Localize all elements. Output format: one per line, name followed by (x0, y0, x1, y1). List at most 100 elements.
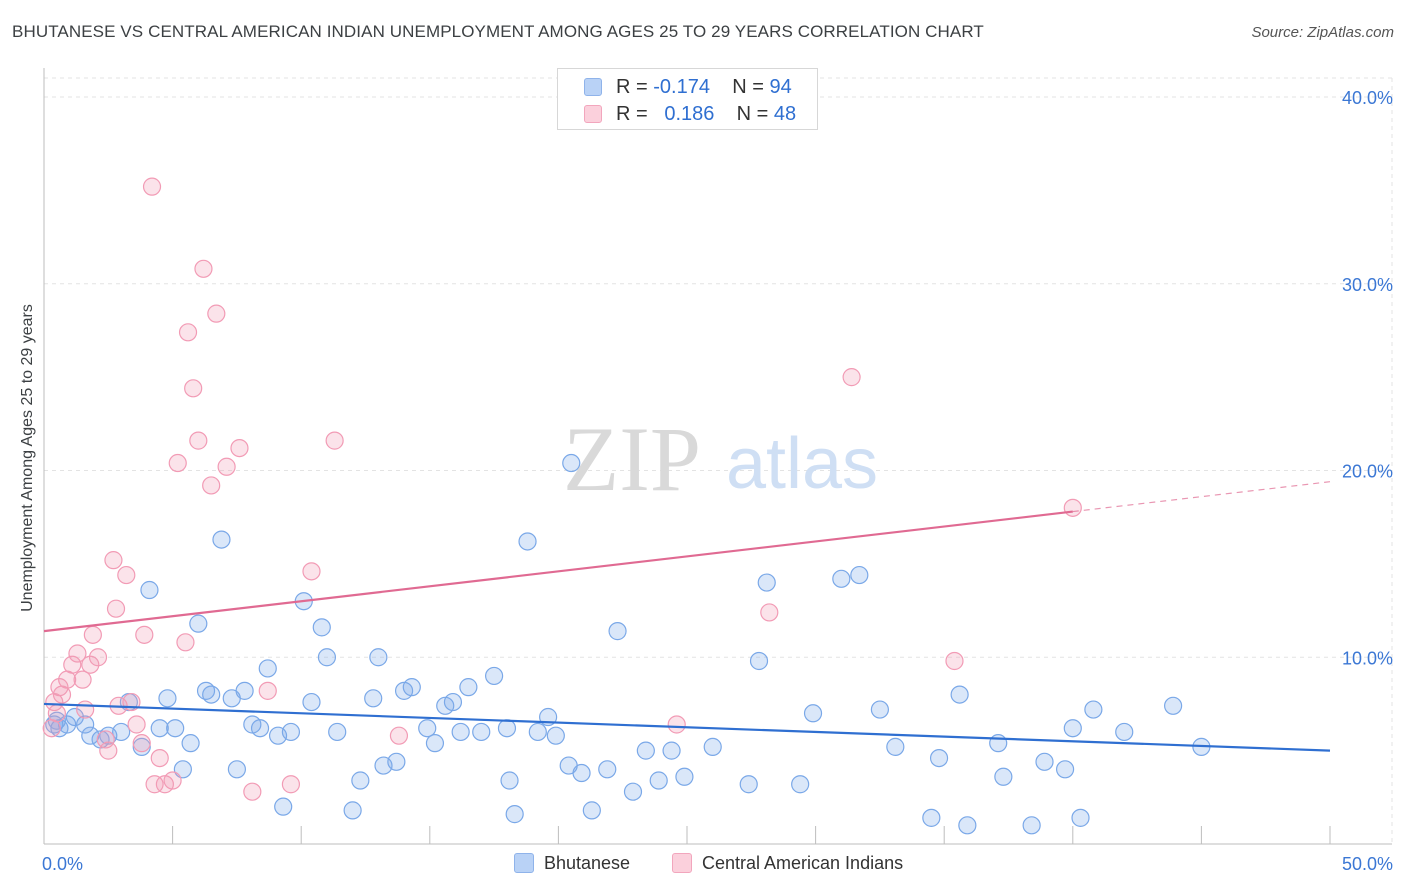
data-point (65, 707, 84, 727)
data-point (281, 722, 301, 742)
data-point (178, 323, 198, 342)
data-point (485, 666, 504, 686)
data-point (135, 625, 154, 644)
data-point (402, 678, 421, 697)
data-point (63, 655, 82, 674)
bottom-legend-swatch-bhutanese (514, 853, 534, 874)
watermark-zip: ZIP (563, 408, 701, 510)
data-point (760, 603, 779, 622)
data-point (312, 618, 331, 637)
data-point (99, 741, 118, 760)
data-point (636, 741, 655, 760)
data-point (387, 752, 406, 771)
data-point (497, 719, 517, 738)
stats-legend: R = -0.174 N = 94 R = 0.186 N = 48 (557, 68, 818, 130)
y-tick-label: 20.0% (1342, 462, 1393, 482)
tick-labels: 10.0% 20.0% 30.0% 40.0% 0.0% 50.0% (42, 88, 1393, 874)
axes (43, 68, 1392, 845)
data-point (184, 379, 203, 398)
data-point (389, 726, 409, 745)
data-point (150, 748, 169, 768)
data-point (929, 748, 949, 768)
data-point (258, 681, 277, 700)
data-point (528, 722, 547, 742)
legend-swatch-bhutanese (584, 78, 602, 96)
data-point (189, 431, 208, 450)
y-tick-label: 40.0% (1342, 88, 1393, 108)
legend-r-value-central-american-indians: 0.186 (664, 103, 715, 125)
data-point (886, 737, 905, 756)
data-point (598, 760, 617, 779)
data-point (703, 737, 722, 756)
legend-r-label: R = (616, 76, 648, 98)
data-point (351, 771, 370, 790)
data-point (202, 685, 221, 704)
data-point (546, 726, 565, 745)
data-point (757, 573, 776, 592)
legend-r-value-bhutanese: -0.174 (653, 76, 710, 98)
data-point (96, 730, 115, 749)
data-point (472, 722, 491, 742)
data-point (73, 670, 92, 689)
source-label: Source: ZipAtlas.com (1251, 24, 1394, 41)
data-point (217, 457, 236, 476)
data-point (870, 700, 890, 719)
data-point (194, 259, 213, 278)
data-point (168, 453, 187, 473)
data-point (662, 741, 681, 760)
data-point (274, 797, 293, 816)
data-point (302, 692, 321, 712)
data-point (235, 681, 254, 700)
data-point (1164, 696, 1183, 715)
data-point (202, 476, 221, 495)
data-point (88, 648, 108, 667)
data-point (500, 771, 519, 790)
data-point (104, 551, 123, 570)
data-point (623, 782, 643, 801)
data-point (176, 633, 195, 652)
data-point (343, 801, 362, 820)
data-point (189, 614, 208, 633)
data-point (572, 763, 591, 783)
data-point (58, 715, 77, 734)
data-point (140, 580, 159, 600)
data-point (832, 569, 851, 588)
data-point (212, 530, 231, 549)
data-point (302, 562, 321, 581)
data-point (181, 734, 200, 753)
data-point (207, 304, 226, 323)
data-point (667, 715, 686, 734)
data-point (791, 775, 810, 794)
data-point (150, 719, 169, 738)
watermark: ZIP atlas (563, 408, 878, 510)
trend-line (43, 702, 1331, 752)
legend-n-value-central-american-indians: 48 (773, 103, 797, 125)
legend-n-label: N = (732, 76, 764, 98)
data-point (958, 816, 977, 835)
bottom-legend-bhutanese: Bhutanese (514, 852, 630, 874)
data-point (922, 808, 941, 827)
data-point (1055, 760, 1075, 779)
data-point (850, 565, 869, 585)
data-point (1022, 816, 1041, 835)
chart-title: BHUTANESE VS CENTRAL AMERICAN INDIAN UNE… (12, 22, 984, 41)
data-point (106, 599, 126, 618)
data-point (945, 651, 964, 671)
watermark-atlas: atlas (726, 424, 878, 504)
data-point (1115, 722, 1134, 742)
data-point (369, 648, 388, 667)
data-point (142, 177, 162, 196)
data-point (749, 651, 769, 671)
data-point (1035, 752, 1054, 771)
data-point (76, 715, 95, 734)
data-point (81, 726, 100, 745)
legend-n-value-bhutanese: 94 (769, 76, 792, 98)
x-tick-label: 0.0% (42, 854, 83, 874)
legend-r-label: R = (616, 103, 648, 125)
data-point (81, 655, 100, 674)
legend-swatch-central-american-indians (584, 105, 602, 123)
bottom-legend-label-bhutanese: Bhutanese (544, 852, 631, 873)
data-point (227, 760, 246, 779)
legend-n-label: N = (736, 103, 769, 125)
points-bhutanese (45, 453, 1211, 835)
